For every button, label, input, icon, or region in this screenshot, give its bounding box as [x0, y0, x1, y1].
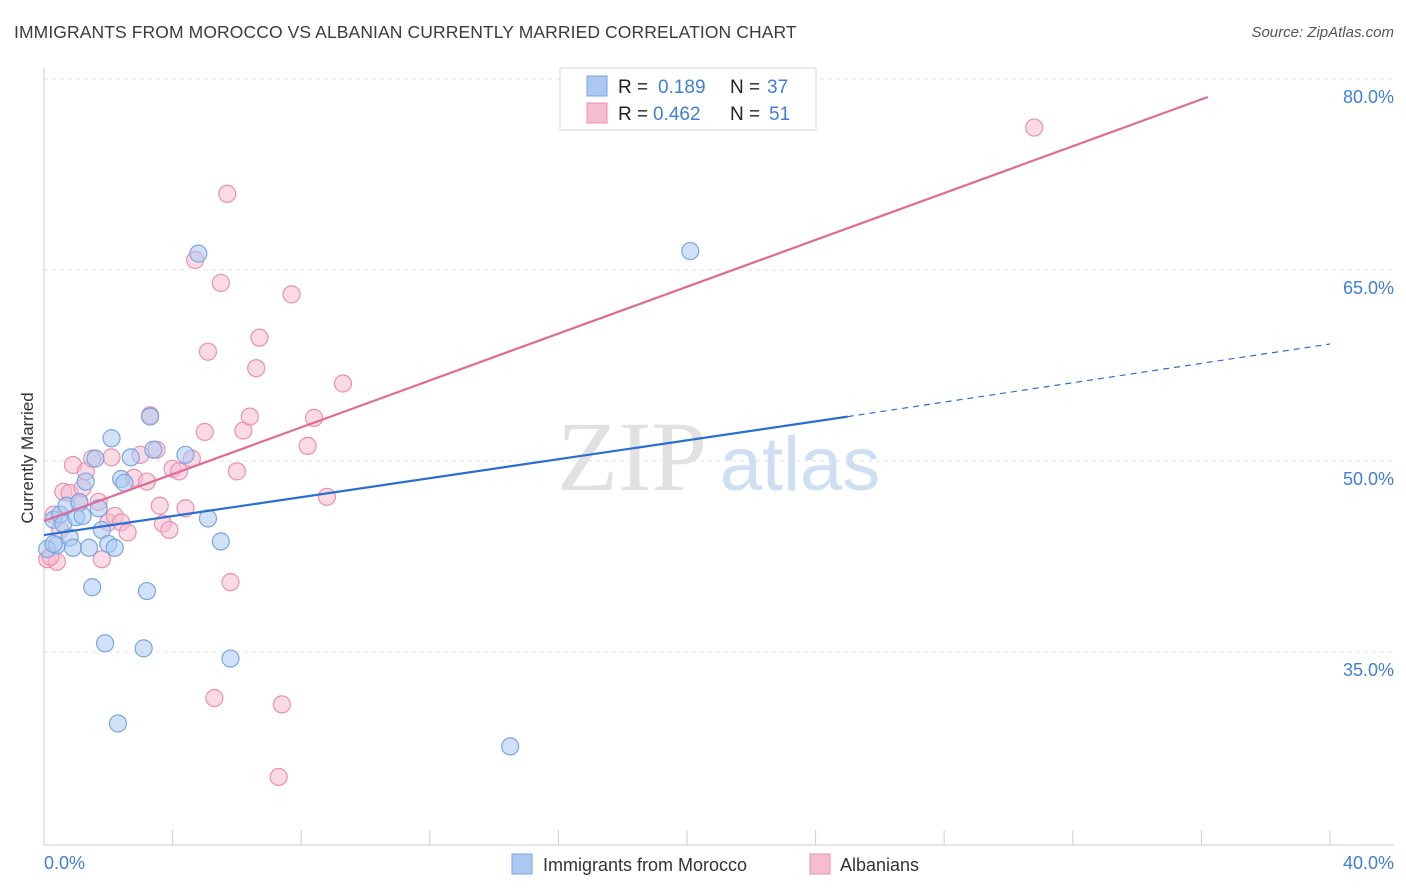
trend-lines [43, 95, 1331, 537]
point-albanians-44 [282, 285, 301, 304]
legend-n-value-1: 37 [767, 77, 788, 98]
point-albanians-45 [298, 436, 317, 455]
bottom-legend-label-morocco: Immigrants from Morocco [543, 855, 747, 875]
source-label: Source: ZipAtlas.com [1251, 24, 1394, 41]
point-morocco-34 [501, 737, 520, 756]
point-albanians-32 [198, 342, 218, 361]
point-albanians-47 [317, 487, 337, 506]
legend-r-value-2: 0.462 [653, 104, 701, 125]
point-morocco-12 [79, 538, 99, 557]
x-tick-label-min: 0.0% [44, 853, 85, 873]
point-albanians-39 [240, 407, 259, 426]
point-albanians-42 [272, 695, 292, 714]
point-morocco-17 [95, 634, 115, 653]
y-axis-label: Currently Married [18, 392, 37, 523]
watermark-atlas: atlas [720, 422, 881, 507]
point-morocco-27 [140, 407, 160, 426]
point-morocco-23 [121, 448, 140, 467]
trend-line-morocco-extension [847, 343, 1331, 418]
stats-legend: R = 0.189 N = 37 R = 0.462 N = 51 [559, 67, 817, 131]
legend-r-label-1: R = [618, 77, 648, 98]
axes [43, 68, 1394, 846]
point-morocco-26 [137, 581, 156, 601]
point-albanians-12 [92, 550, 111, 569]
point-morocco-15 [89, 499, 108, 518]
y-tick-label-50: 50.0% [1343, 469, 1394, 489]
legend-swatch-blue [586, 75, 608, 97]
point-albanians-33 [205, 688, 224, 708]
grid [44, 78, 1394, 653]
point-morocco-28 [144, 440, 163, 459]
bottom-legend-swatch-blue [511, 853, 533, 875]
point-albanians-40 [247, 359, 266, 378]
point-morocco-19 [105, 538, 124, 557]
legend-n-label-1: N = [730, 77, 760, 98]
y-tick-labels: 35.0% 50.0% 65.0% 80.0% [1343, 87, 1394, 680]
point-albanians-41 [250, 328, 269, 347]
y-tick-label-65: 65.0% [1343, 278, 1394, 298]
trend-line-albanians [43, 95, 1209, 523]
point-morocco-33 [221, 649, 240, 668]
legend-n-value-2: 51 [769, 104, 790, 125]
point-albanians-37 [227, 462, 246, 481]
legend-r-label-2: R = [618, 104, 648, 125]
point-albanians-49 [1025, 118, 1044, 137]
point-morocco-25 [134, 639, 153, 658]
point-albanians-48 [333, 374, 353, 393]
bottom-legend-swatch-pink [809, 853, 831, 875]
point-albanians-35 [221, 573, 240, 592]
point-albanians-25 [160, 520, 179, 540]
trend-line-morocco [43, 415, 848, 537]
point-morocco-29 [176, 445, 195, 464]
x-tick-label-max: 40.0% [1343, 853, 1394, 873]
series-legend: Immigrants from Morocco Albanians [511, 853, 919, 875]
point-morocco-35 [681, 241, 700, 261]
legend-swatch-pink [586, 102, 608, 124]
legend-r-value-1: 0.189 [658, 77, 706, 98]
point-albanians-43 [269, 767, 288, 787]
point-morocco-11 [76, 472, 95, 491]
bottom-legend-label-albanians: Albanians [840, 855, 919, 875]
point-morocco-20 [108, 714, 128, 733]
point-albanians-14 [102, 448, 121, 467]
y-tick-label-80: 80.0% [1343, 87, 1394, 107]
point-albanians-17 [118, 523, 137, 542]
y-tick-label-35: 35.0% [1343, 660, 1394, 680]
point-morocco-24 [102, 429, 121, 448]
point-morocco-36 [44, 534, 63, 554]
point-albanians-34 [211, 273, 230, 293]
point-morocco-14 [86, 449, 105, 468]
point-morocco-7 [63, 538, 83, 557]
point-albanians-23 [150, 496, 169, 515]
x-ticks [43, 830, 1331, 845]
point-albanians-31 [195, 422, 214, 441]
point-morocco-13 [83, 578, 102, 597]
point-albanians-36 [218, 184, 237, 203]
legend-n-label-2: N = [730, 104, 760, 125]
series-morocco [38, 241, 700, 756]
point-morocco-32 [211, 532, 230, 551]
chart-title: IMMIGRANTS FROM MOROCCO VS ALBANIAN CURR… [14, 22, 797, 42]
point-morocco-30 [189, 244, 208, 263]
